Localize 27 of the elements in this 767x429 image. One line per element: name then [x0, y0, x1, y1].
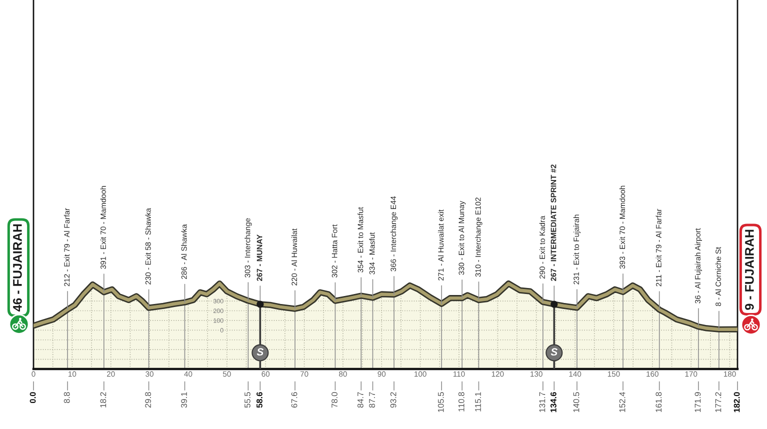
x2-tick-label: 115.1 — [475, 392, 481, 412]
x2-tick-label: 177.2 — [715, 392, 722, 412]
x2-tick-label: 182.0 — [734, 392, 740, 412]
x2-tick-label: 110.8 — [458, 392, 464, 412]
ref-line-label: S — [256, 348, 264, 356]
x2-tick-label: 55.5 — [244, 392, 250, 408]
x2-tick-label: 131.7 — [539, 392, 546, 412]
annotation: 9 - FUJAIRAH — [745, 230, 754, 310]
x2-tick-label: 58.6 — [256, 392, 262, 408]
ref-line-label: S — [550, 348, 558, 356]
x2-tick-label: 39.1 — [181, 392, 187, 408]
x2-tick-label: 78.0 — [332, 392, 338, 408]
x2-tick-label: 134.6 — [550, 392, 556, 412]
x2-tick-label: 152.4 — [619, 392, 626, 412]
x2-tick-label: 84.7 — [357, 392, 364, 408]
x2-tick-label: 171.9 — [694, 392, 701, 412]
x2-tick-label: 29.8 — [145, 392, 152, 408]
x2-tick-label: 0.0 — [30, 392, 36, 404]
x2-tick-label: 93.2 — [390, 392, 396, 408]
x2-tick-label: 87.7 — [369, 392, 375, 408]
x2-tick-label: 140.5 — [573, 392, 580, 412]
x2-tick-label: 8.8 — [64, 392, 70, 404]
x2-tick-label: 161.8 — [656, 392, 662, 412]
x2-tick-label: 105.5 — [438, 392, 444, 412]
x2-tick-label: 67.6 — [291, 392, 298, 408]
annotation: 46 - FUJAIRAH — [13, 224, 22, 312]
x2-tick-label: 18.2 — [100, 392, 106, 408]
